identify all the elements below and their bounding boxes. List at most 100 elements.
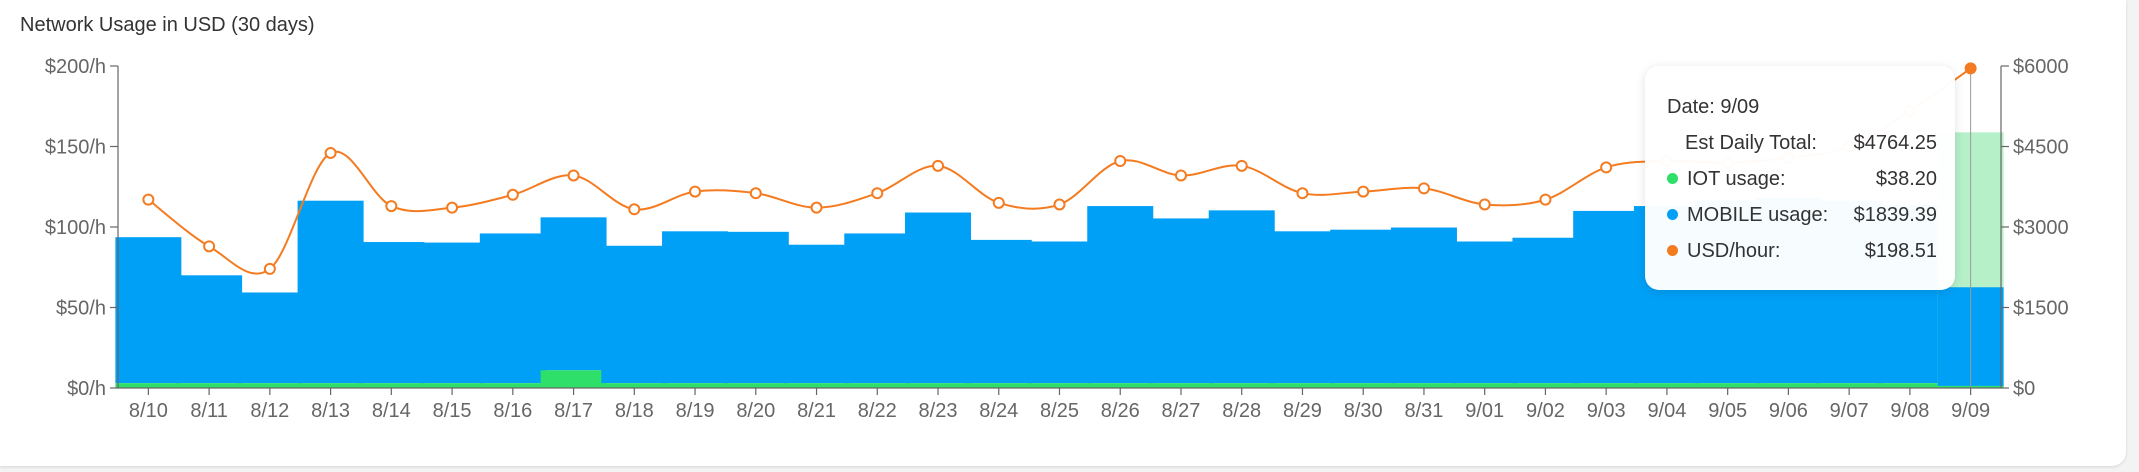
mobile-usage-bar bbox=[844, 233, 911, 384]
iot-usage-bar bbox=[1573, 383, 1640, 388]
tooltip-row-mobile-usage: MOBILE usage: $1839.39 bbox=[1667, 204, 1937, 230]
usd-hour-point bbox=[932, 159, 945, 172]
iot-usage-bar bbox=[540, 370, 607, 388]
iot-usage-bar bbox=[1208, 383, 1275, 388]
usd-hour-point bbox=[446, 201, 459, 214]
y-right-tick-label: $6000 bbox=[2013, 56, 2069, 78]
mobile-usage-bar bbox=[905, 212, 972, 384]
usd-hour-point bbox=[324, 146, 337, 159]
mobile-dot-icon bbox=[1667, 209, 1678, 220]
x-tick-label: 9/06 bbox=[1769, 400, 1808, 422]
iot-dot-icon bbox=[1667, 173, 1678, 184]
tooltip-label: USD/hour: bbox=[1687, 240, 1781, 262]
x-tick-label: 9/03 bbox=[1587, 400, 1626, 422]
mobile-usage-bar bbox=[722, 231, 789, 384]
x-tick-label: 8/19 bbox=[676, 400, 715, 422]
usd-hour-point bbox=[810, 201, 823, 214]
iot-usage-bar bbox=[1451, 383, 1518, 388]
iot-usage-bar bbox=[1694, 383, 1761, 388]
x-tick-label: 9/04 bbox=[1647, 400, 1686, 422]
x-tick-label: 9/02 bbox=[1526, 400, 1565, 422]
mobile-usage-bar bbox=[1451, 241, 1518, 384]
mobile-usage-bar bbox=[236, 292, 303, 384]
usd-hour-point bbox=[1478, 198, 1491, 211]
mobile-usage-bar bbox=[662, 231, 729, 384]
iot-usage-bar bbox=[115, 383, 182, 388]
y-left-tick-label: $100/h bbox=[45, 217, 106, 239]
x-tick-label: 8/31 bbox=[1404, 400, 1443, 422]
x-tick-label: 8/30 bbox=[1344, 400, 1383, 422]
y-left-tick-label: $150/h bbox=[45, 137, 106, 159]
usd-hour-point bbox=[1174, 169, 1187, 182]
x-tick-label: 8/27 bbox=[1162, 400, 1201, 422]
mobile-usage-bar bbox=[1390, 227, 1457, 384]
iot-usage-bar bbox=[601, 383, 668, 388]
iot-usage-bar bbox=[1147, 383, 1214, 388]
tooltip-date: Date: 9/09 bbox=[1667, 96, 1760, 118]
mobile-usage-bar bbox=[1512, 237, 1579, 384]
usd-hour-point bbox=[1417, 182, 1430, 195]
usd-hour-point bbox=[1600, 161, 1613, 174]
iot-usage-bar bbox=[1816, 383, 1883, 388]
x-tick-label: 8/18 bbox=[615, 400, 654, 422]
tooltip-label: MOBILE usage: bbox=[1687, 204, 1829, 226]
y-right-tick-label: $4500 bbox=[2013, 137, 2069, 159]
usd-hour-point bbox=[628, 203, 641, 216]
usd-hour-point bbox=[689, 185, 702, 198]
iot-usage-bar bbox=[662, 383, 729, 388]
iot-usage-bar bbox=[479, 383, 546, 388]
x-tick-label: 8/13 bbox=[311, 400, 350, 422]
x-tick-label: 8/14 bbox=[372, 400, 411, 422]
x-tick-label: 9/09 bbox=[1951, 400, 1990, 422]
mobile-usage-bar bbox=[176, 275, 243, 384]
iot-usage-bar bbox=[1633, 383, 1700, 388]
tooltip-value: $198.51 bbox=[1864, 240, 1937, 262]
tooltip-row-usd-hour: USD/hour: $198.51 bbox=[1667, 240, 1937, 266]
x-tick-label: 9/05 bbox=[1708, 400, 1747, 422]
usd-hour-point bbox=[871, 187, 884, 200]
y-right-tick-label: $0 bbox=[2013, 378, 2035, 400]
tooltip-label-wrap: MOBILE usage: bbox=[1667, 204, 1828, 227]
usd-hour-point-active bbox=[1964, 62, 1977, 75]
tooltip-row-iot-usage: IOT usage: $38.20 bbox=[1667, 168, 1937, 194]
mobile-usage-bar bbox=[601, 245, 668, 384]
chart-title: Network Usage in USD (30 days) bbox=[20, 14, 315, 36]
chart-tooltip: Date: 9/09 Est Daily Total: $4764.25 IOT… bbox=[1645, 66, 1955, 290]
iot-usage-bar bbox=[236, 383, 303, 388]
usd-hour-point bbox=[567, 169, 580, 182]
iot-usage-bar bbox=[1755, 383, 1822, 388]
y-right-tick-label: $1500 bbox=[2013, 298, 2069, 320]
y-left-tick-label: $0/h bbox=[67, 378, 106, 400]
x-tick-label: 8/25 bbox=[1040, 400, 1079, 422]
x-tick-label: 8/23 bbox=[919, 400, 958, 422]
mobile-usage-bar bbox=[479, 233, 546, 384]
tooltip-label-wrap: USD/hour: bbox=[1667, 240, 1780, 263]
x-tick-label: 8/16 bbox=[493, 400, 532, 422]
usd-hour-point bbox=[1296, 187, 1309, 200]
x-tick-label: 8/24 bbox=[979, 400, 1018, 422]
usd-hour-point bbox=[1235, 159, 1248, 172]
mobile-usage-bar bbox=[783, 244, 850, 384]
tooltip-row-est-daily-total: Est Daily Total: $4764.25 bbox=[1667, 132, 1937, 158]
mobile-usage-bar bbox=[965, 239, 1032, 384]
mobile-usage-bar bbox=[1573, 210, 1640, 384]
x-tick-label: 8/21 bbox=[797, 400, 836, 422]
mobile-usage-bar bbox=[297, 200, 364, 384]
x-tick-label: 8/10 bbox=[129, 400, 168, 422]
y-right-tick-label: $3000 bbox=[2013, 217, 2069, 239]
x-tick-label: 8/26 bbox=[1101, 400, 1140, 422]
tooltip-label-wrap: IOT usage: bbox=[1667, 168, 1786, 191]
iot-usage-bar bbox=[358, 383, 425, 388]
mobile-usage-bar bbox=[1208, 210, 1275, 384]
iot-usage-bar bbox=[176, 383, 243, 388]
mobile-usage-bar bbox=[1087, 206, 1154, 384]
iot-usage-bar bbox=[419, 383, 486, 388]
y-left-tick-label: $50/h bbox=[56, 298, 106, 320]
x-tick-label: 8/29 bbox=[1283, 400, 1322, 422]
usd-hour-point bbox=[992, 196, 1005, 209]
x-tick-label: 8/11 bbox=[190, 400, 227, 422]
tooltip-value: $4764.25 bbox=[1853, 132, 1937, 154]
iot-usage-bar bbox=[297, 383, 364, 388]
usd-hour-point bbox=[203, 240, 216, 253]
usd-hour-point bbox=[142, 193, 155, 206]
